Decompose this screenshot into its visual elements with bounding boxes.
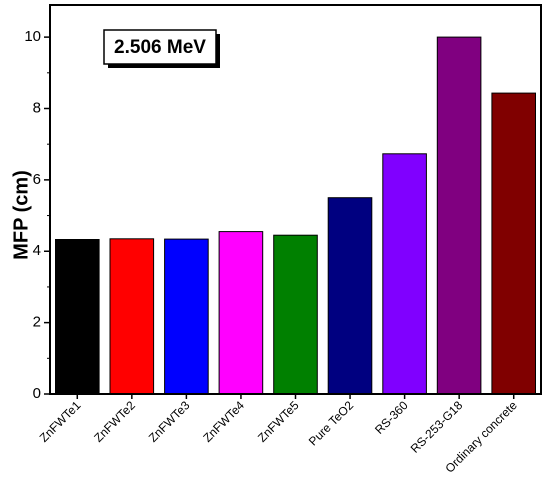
bar-znfwte1 (55, 239, 100, 395)
bars-group (55, 36, 536, 395)
bar-znfwte2 (109, 238, 155, 395)
x-tick-label: ZnFWTe1 (37, 398, 84, 445)
bar-ordinary-concrete (491, 92, 536, 395)
bar-znfwte5 (273, 234, 318, 395)
x-axis-categories: ZnFWTe1 ZnFWTe2 ZnFWTe3 ZnFWTe4 ZnFWTe5 Pure … (37, 394, 520, 476)
y-tick-label: 6 (33, 171, 41, 188)
x-tick-label: Pure TeO2 (306, 398, 357, 449)
y-tick-label: 8 (33, 99, 41, 116)
y-axis-title: MFP (cm) (10, 170, 32, 260)
y-tick-label: 2 (33, 314, 41, 331)
annotation-label: 2.506 MeV (114, 37, 206, 58)
plot-frame (49, 4, 542, 395)
x-tick-label: RS-253-G18 (408, 398, 466, 456)
y-tick-label: 0 (33, 385, 41, 402)
x-tick-label: RS-360 (372, 398, 411, 437)
bar-znfwte3 (164, 238, 209, 395)
x-tick-label: ZnFWTe2 (91, 398, 138, 445)
x-tick-label: ZnFWTe3 (146, 398, 193, 445)
bar-pure-teo2 (327, 197, 373, 395)
y-tick-label: 4 (33, 242, 41, 259)
y-tick-label: 10 (24, 28, 41, 45)
bar-rs-253-g18 (436, 36, 482, 395)
bar-znfwte4 (218, 231, 264, 395)
x-tick-label: ZnFWTe4 (200, 398, 247, 445)
annotation-box: 2.506 MeV (103, 29, 220, 68)
x-tick-label: ZnFWTe5 (255, 398, 302, 445)
bar-rs-360 (382, 153, 427, 395)
